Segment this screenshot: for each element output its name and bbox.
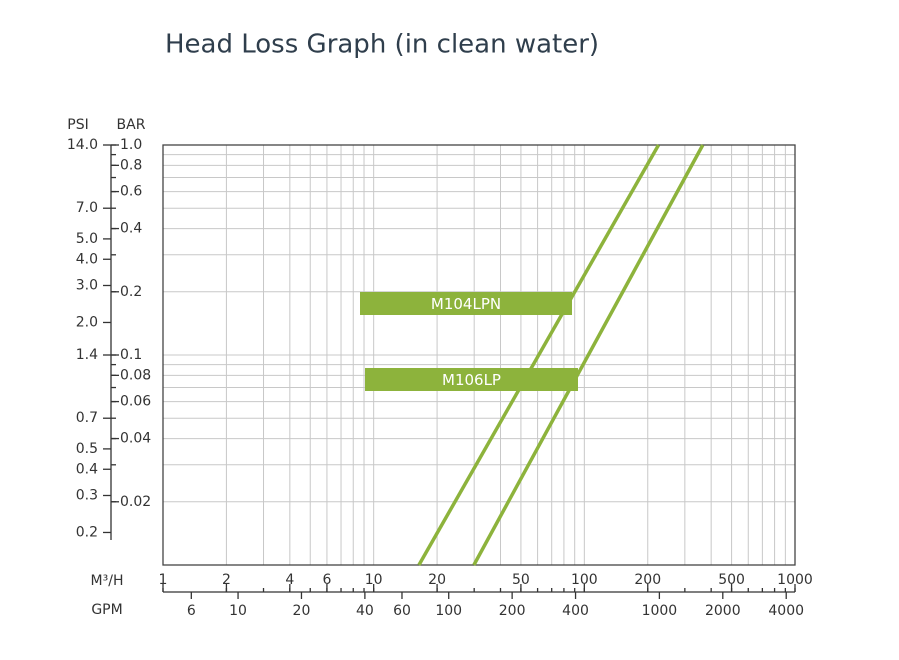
x-tick-label: 10 — [365, 572, 383, 588]
legend-label: M106LP — [442, 371, 501, 389]
y-tick-label: 0.6 — [120, 184, 142, 200]
x2-tick-label: 20 — [293, 603, 311, 619]
y2-tick-label: 1.4 — [76, 347, 98, 363]
y2-tick-label: 4.0 — [76, 251, 98, 267]
x2-tick-label: 10 — [229, 603, 247, 619]
y2-tick-label: 2.0 — [76, 314, 98, 330]
plot-frame — [162, 144, 796, 566]
x-tick-label: 100 — [571, 572, 598, 588]
y-tick-label: 0.08 — [120, 367, 151, 383]
y-axis-label: BAR — [117, 117, 146, 133]
x-tick-label: 1 — [159, 572, 168, 588]
x-tick-label: 4 — [285, 572, 294, 588]
y-tick-label: 0.02 — [120, 494, 151, 510]
x-tick-label: 200 — [634, 572, 661, 588]
y2-tick-label: 3.0 — [76, 277, 98, 293]
x-axis-label: M³/H — [91, 573, 124, 589]
x2-tick-label: 400 — [562, 603, 589, 619]
x-tick-label: 500 — [718, 572, 745, 588]
x-tick-label: 50 — [512, 572, 530, 588]
y-tick-label: 1.0 — [120, 137, 142, 153]
y2-tick-label: 0.4 — [76, 461, 98, 477]
y2-tick-label: 0.7 — [76, 410, 98, 426]
x2-tick-label: 40 — [356, 603, 374, 619]
x2-tick-label: 100 — [435, 603, 462, 619]
y-tick-label: 0.1 — [120, 347, 142, 363]
x2-tick-label: 200 — [499, 603, 526, 619]
series-line — [472, 144, 705, 566]
legend-box — [365, 368, 578, 391]
x-tick-label: 1000 — [777, 572, 813, 588]
y-tick-label: 0.06 — [120, 394, 151, 410]
y2-tick-label: 14.0 — [67, 137, 98, 153]
chart-title: Head Loss Graph (in clean water) — [165, 30, 599, 60]
y2-tick-label: 5.0 — [76, 231, 98, 247]
x2-tick-label: 6 — [187, 603, 196, 619]
x-tick-label: 2 — [222, 572, 231, 588]
y2-tick-label: 0.2 — [76, 524, 98, 540]
y2-axis-label: PSI — [67, 117, 88, 133]
legend-box — [360, 292, 572, 315]
x2-tick-label: 2000 — [705, 603, 741, 619]
x2-axis-label: GPM — [91, 602, 122, 618]
y-tick-label: 0.4 — [120, 221, 142, 237]
x-tick-label: 20 — [428, 572, 446, 588]
y2-tick-label: 7.0 — [76, 200, 98, 216]
legend-label: M104LPN — [431, 295, 501, 313]
x2-tick-label: 4000 — [768, 603, 804, 619]
x2-tick-label: 60 — [393, 603, 411, 619]
x-tick-label: 6 — [322, 572, 331, 588]
series-line — [417, 144, 661, 566]
y-tick-label: 0.04 — [120, 431, 151, 447]
y2-tick-label: 0.5 — [76, 441, 98, 457]
y-tick-label: 0.8 — [120, 157, 142, 173]
x2-tick-label: 1000 — [642, 603, 678, 619]
y2-tick-label: 0.3 — [76, 487, 98, 503]
y-tick-label: 0.2 — [120, 284, 142, 300]
